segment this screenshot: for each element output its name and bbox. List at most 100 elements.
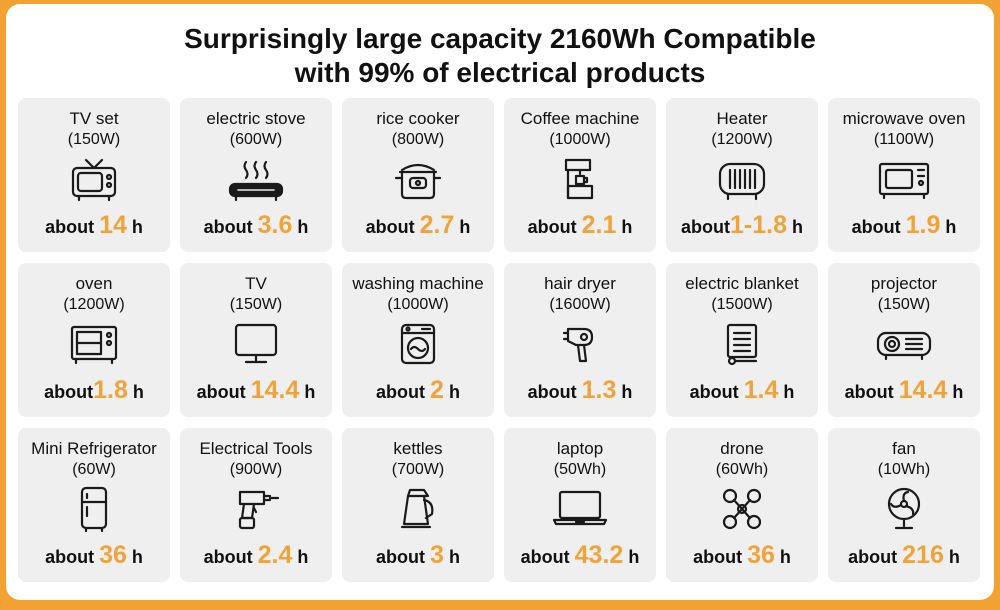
runtime-value: 2: [430, 376, 444, 404]
runtime-value: 3.6: [257, 211, 293, 239]
runtime-prefix: about: [196, 382, 251, 402]
appliance-wattage: (150W): [877, 296, 931, 313]
appliance-wattage: (700W): [391, 461, 445, 478]
appliance-name: projector: [870, 274, 938, 293]
appliance-wattage: (60W): [72, 461, 116, 478]
runtime-value: 1.9: [905, 211, 941, 239]
appliance-name: Mini Refrigerator: [31, 439, 157, 458]
appliance-wattage: (50Wh): [553, 461, 607, 478]
appliance-name: drone: [720, 439, 764, 458]
runtime-prefix: about: [44, 382, 94, 402]
runtime-estimate: about 14 h: [18, 211, 170, 241]
runtime-estimate: about 2.7 h: [342, 211, 494, 241]
runtime-prefix: about: [45, 217, 100, 237]
appliance-card: TV (150W) about 14.4 h: [180, 263, 332, 417]
runtime-estimate: about 216 h: [828, 541, 980, 571]
appliance-wattage: (1100W): [873, 131, 935, 148]
appliance-card: hair dryer (1600W) about 1.3 h: [504, 263, 656, 417]
runtime-estimate: about 14.4 h: [180, 376, 332, 406]
runtime-value: 2.1: [581, 211, 617, 239]
heater-icon: [712, 156, 772, 202]
page-title: Surprisingly large capacity 2160Wh Compa…: [6, 22, 994, 90]
info-panel: Surprisingly large capacity 2160Wh Compa…: [6, 4, 994, 600]
appliance-name: electric stove: [206, 109, 306, 128]
appliance-wattage: (1000W): [549, 131, 611, 148]
runtime-prefix: about: [203, 547, 258, 567]
appliance-name: microwave oven: [842, 109, 966, 128]
rice-cooker-icon: [388, 156, 448, 202]
runtime-prefix: about: [681, 217, 730, 237]
kettle-icon: [388, 486, 448, 532]
appliance-name: TV set: [69, 109, 119, 128]
appliance-card: Coffee machine (1000W) about 2.1 h: [504, 98, 656, 252]
runtime-value: 1-1.8: [730, 211, 787, 239]
runtime-unit: h: [786, 217, 803, 237]
runtime-estimate: about 2.1 h: [504, 211, 656, 241]
runtime-value: 43.2: [574, 541, 624, 569]
runtime-estimate: about 3.6 h: [180, 211, 332, 241]
appliance-wattage: (600W): [229, 131, 283, 148]
runtime-prefix: about: [527, 217, 582, 237]
mini-fridge-icon: [64, 486, 124, 532]
title-line-1: Surprisingly large capacity 2160Wh Compa…: [184, 23, 816, 54]
runtime-value: 3: [430, 541, 444, 569]
runtime-prefix: about: [693, 547, 748, 567]
runtime-value: 14: [99, 211, 127, 239]
appliance-wattage: (900W): [229, 461, 283, 478]
runtime-value: 2.4: [257, 541, 293, 569]
runtime-unit: h: [778, 382, 795, 402]
runtime-prefix: about: [851, 217, 906, 237]
runtime-value: 14.4: [898, 376, 948, 404]
runtime-unit: h: [940, 217, 957, 237]
runtime-estimate: about 1.3 h: [504, 376, 656, 406]
appliance-card: Electrical Tools (900W) about 2.4 h: [180, 428, 332, 582]
runtime-estimate: about 1.9 h: [828, 211, 980, 241]
runtime-estimate: about 14.4 h: [828, 376, 980, 406]
runtime-prefix: about: [376, 547, 431, 567]
appliance-card: Heater (1200W) about1-1.8 h: [666, 98, 818, 252]
runtime-unit: h: [943, 547, 960, 567]
runtime-estimate: about 2.4 h: [180, 541, 332, 571]
runtime-unit: h: [616, 382, 633, 402]
electric-blanket-icon: [712, 321, 772, 367]
appliance-card: microwave oven (1100W) about 1.9 h: [828, 98, 980, 252]
appliance-card: TV set (150W) about 14 h: [18, 98, 170, 252]
appliance-wattage: (800W): [391, 131, 445, 148]
runtime-prefix: about: [689, 382, 744, 402]
runtime-prefix: about: [844, 382, 899, 402]
runtime-estimate: about 3 h: [342, 541, 494, 571]
runtime-unit: h: [126, 547, 143, 567]
runtime-unit: h: [947, 382, 964, 402]
appliance-wattage: (1200W): [711, 131, 773, 148]
runtime-value: 1.4: [743, 376, 779, 404]
appliance-wattage: (150W): [67, 131, 121, 148]
runtime-estimate: about 43.2 h: [504, 541, 656, 571]
runtime-value: 1.8: [93, 376, 128, 404]
appliance-card: rice cooker (800W) about 2.7 h: [342, 98, 494, 252]
coffee-machine-icon: [550, 156, 610, 202]
appliance-name: kettles: [393, 439, 443, 458]
runtime-unit: h: [774, 547, 791, 567]
runtime-estimate: about 36 h: [666, 541, 818, 571]
runtime-unit: h: [127, 382, 144, 402]
runtime-unit: h: [443, 547, 460, 567]
oven-icon: [64, 321, 124, 367]
appliance-wattage: (1600W): [549, 296, 611, 313]
appliance-card: drone (60Wh) about 36 h: [666, 428, 818, 582]
runtime-value: 36: [747, 541, 775, 569]
runtime-value: 1.3: [581, 376, 617, 404]
fan-icon: [874, 486, 934, 532]
appliance-name: Coffee machine: [520, 109, 640, 128]
appliance-card: oven (1200W) about1.8 h: [18, 263, 170, 417]
appliance-name: Heater: [716, 109, 768, 128]
appliance-card: washing machine (1000W) about 2 h: [342, 263, 494, 417]
title-line-2: with 99% of electrical products: [294, 57, 706, 88]
appliance-name: laptop: [556, 439, 604, 458]
appliance-wattage: (1500W): [711, 296, 773, 313]
microwave-icon: [874, 156, 934, 202]
power-drill-icon: [226, 486, 286, 532]
runtime-value: 2.7: [419, 211, 455, 239]
runtime-prefix: about: [520, 547, 575, 567]
appliance-name: electric blanket: [685, 274, 799, 293]
runtime-prefix: about: [848, 547, 903, 567]
